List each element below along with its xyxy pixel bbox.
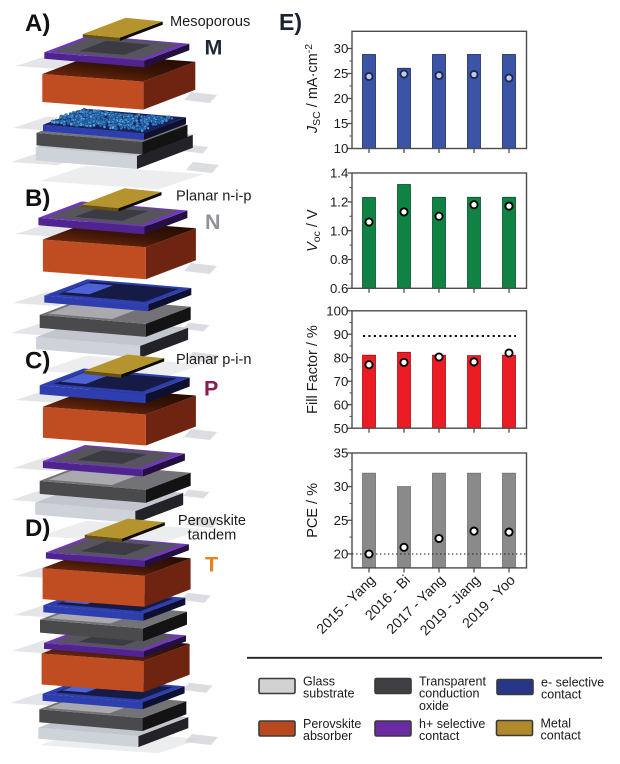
svg-text:30: 30	[334, 479, 349, 494]
svg-text:P: P	[204, 377, 218, 401]
svg-text:contact: contact	[419, 729, 460, 743]
svg-text:20: 20	[334, 91, 349, 106]
svg-text:1.2: 1.2	[330, 195, 348, 210]
svg-text:Planar p-i-n: Planar p-i-n	[176, 352, 251, 368]
svg-text:50: 50	[334, 421, 349, 436]
svg-text:contact: contact	[541, 729, 582, 743]
svg-text:substrate: substrate	[303, 687, 354, 701]
svg-text:60: 60	[334, 397, 349, 412]
svg-text:D): D)	[25, 515, 50, 542]
svg-text:Voc / V: Voc / V	[305, 209, 323, 252]
svg-text:20: 20	[334, 547, 349, 562]
svg-text:30: 30	[334, 41, 349, 56]
svg-text:M: M	[205, 36, 223, 60]
svg-text:oxide: oxide	[419, 699, 449, 713]
svg-text:Fill Factor / %: Fill Factor / %	[305, 325, 321, 414]
svg-text:0.6: 0.6	[330, 281, 348, 296]
svg-text:Metal: Metal	[541, 717, 572, 731]
svg-text:25: 25	[334, 513, 349, 528]
svg-text:Mesoporous: Mesoporous	[170, 14, 250, 30]
svg-text:35: 35	[334, 446, 349, 461]
svg-text:Perovskite: Perovskite	[178, 513, 246, 529]
svg-text:15: 15	[334, 116, 349, 131]
svg-text:100: 100	[326, 303, 348, 318]
svg-text:1.4: 1.4	[330, 166, 348, 181]
svg-text:contact: contact	[541, 688, 582, 702]
svg-text:25: 25	[334, 66, 349, 81]
svg-text:0.8: 0.8	[330, 252, 348, 267]
svg-text:Perovskite: Perovskite	[303, 717, 361, 731]
svg-text:tandem: tandem	[188, 528, 237, 544]
svg-text:Glass: Glass	[303, 675, 335, 689]
svg-text:90: 90	[334, 327, 349, 342]
svg-text:Planar n-i-p: Planar n-i-p	[176, 189, 251, 205]
svg-text:Transparent: Transparent	[419, 675, 486, 689]
svg-text:10: 10	[334, 141, 349, 156]
svg-text:E): E)	[279, 9, 302, 35]
svg-text:absorber: absorber	[303, 729, 352, 743]
svg-text:e- selective: e- selective	[541, 676, 604, 690]
svg-text:conduction: conduction	[419, 687, 480, 701]
svg-text:PCE / %: PCE / %	[305, 483, 321, 538]
svg-text:h+ selective: h+ selective	[419, 717, 485, 731]
svg-text:C): C)	[25, 348, 50, 375]
svg-text:N: N	[205, 210, 221, 234]
svg-text:A): A)	[25, 10, 50, 37]
svg-text:70: 70	[334, 374, 349, 389]
svg-text:80: 80	[334, 350, 349, 365]
svg-text:B): B)	[25, 185, 50, 212]
svg-text:1.0: 1.0	[330, 223, 348, 238]
svg-text:JSC / mA·cm-2: JSC / mA·cm-2	[303, 44, 323, 134]
svg-text:T: T	[205, 553, 218, 577]
